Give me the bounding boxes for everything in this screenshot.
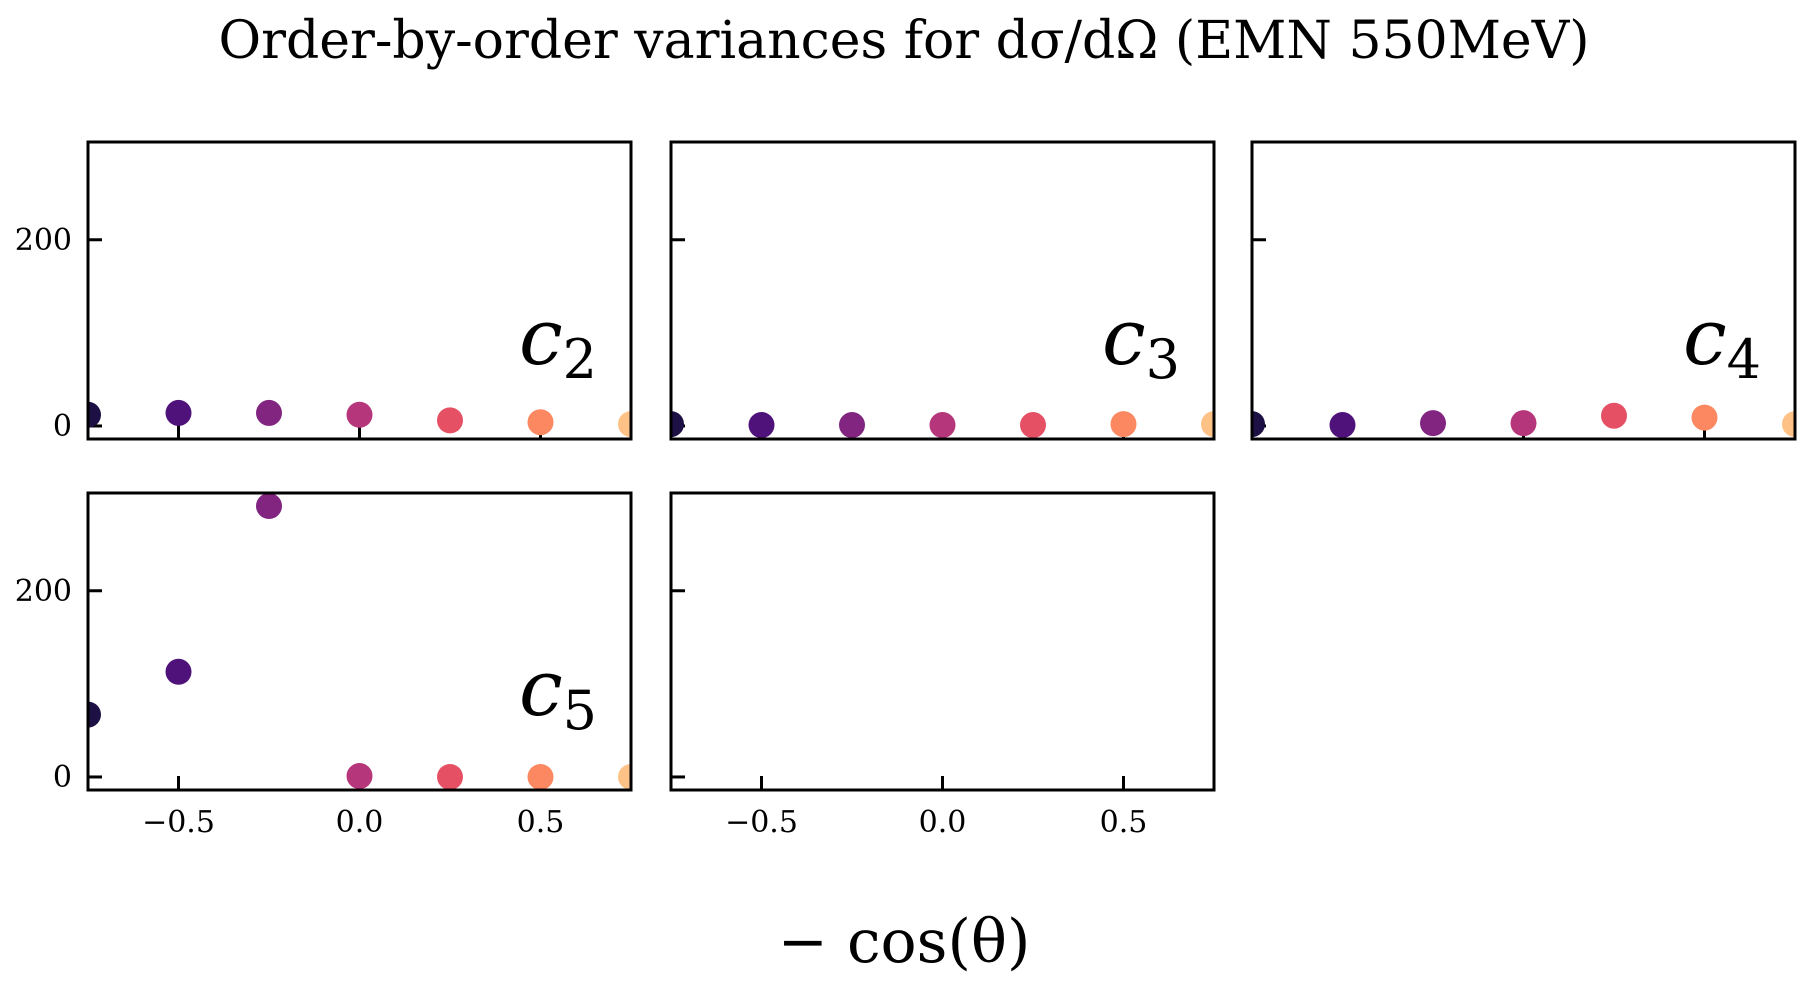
data-point [346, 763, 373, 790]
data-point [1782, 411, 1795, 438]
data-point [929, 412, 956, 439]
panel-5: −0.5 0.0 0.5 [669, 491, 1216, 840]
x-tick-label: 0.0 [919, 805, 967, 840]
data-point [748, 412, 775, 439]
y-tick-label: 200 [15, 223, 72, 258]
panel-1: 0 200 c2 [15, 140, 633, 444]
x-axis-label: − cos(θ) [778, 907, 1031, 977]
data-point [1510, 410, 1537, 437]
panel-label-base: c [519, 644, 563, 734]
points-group [88, 493, 631, 790]
data-point [618, 411, 631, 438]
data-point [88, 401, 101, 428]
panel-label-subscript: 4 [1727, 328, 1761, 391]
data-point [1329, 412, 1356, 439]
data-point [618, 763, 631, 790]
panel-4: −0.5 0.0 0.5 0 200 c5 [15, 491, 633, 840]
data-point [1110, 411, 1137, 438]
panel-label-subscript: 2 [563, 328, 597, 391]
axes-frame [669, 491, 1216, 792]
chart-title: Order-by-order variances for dσ/dΩ (EMN … [218, 11, 1589, 71]
panel-label-subscript: 5 [563, 679, 597, 742]
panel-label-base: c [1683, 293, 1727, 383]
data-point [165, 399, 192, 426]
x-tick-label: −0.5 [725, 805, 798, 840]
y-tick-label: 0 [53, 760, 72, 795]
panel-label: c3 [1102, 293, 1180, 391]
data-point [437, 407, 463, 434]
data-point [256, 399, 282, 426]
x-tick-label: 0.5 [517, 805, 565, 840]
data-point [1691, 404, 1718, 431]
data-point [839, 412, 865, 439]
data-point [1201, 411, 1214, 438]
axes-frame [86, 491, 633, 792]
panel-3: c4 [1250, 140, 1797, 441]
panel-label-base: c [519, 293, 563, 383]
data-point [1020, 412, 1046, 439]
data-point [1601, 402, 1627, 429]
points-group [1252, 402, 1795, 439]
points-group [671, 411, 1214, 439]
x-tick-label: −0.5 [142, 805, 215, 840]
panel-2: c3 [669, 140, 1216, 441]
data-point [437, 763, 463, 790]
axes-frame [1250, 140, 1797, 441]
data-point [527, 409, 554, 436]
data-point [88, 701, 101, 728]
data-point [256, 493, 282, 520]
panel-label: c4 [1683, 293, 1761, 391]
x-tick-label: 0.0 [336, 805, 384, 840]
panel-label: c2 [519, 293, 597, 391]
panel-label-subscript: 3 [1146, 328, 1180, 391]
data-point [165, 658, 192, 685]
axes-frame [86, 140, 633, 441]
data-point [671, 411, 684, 438]
data-point [1420, 410, 1446, 437]
y-tick-label: 0 [53, 409, 72, 444]
points-group [88, 399, 631, 438]
data-point [527, 763, 554, 790]
y-tick-label: 200 [15, 574, 72, 609]
panel-label: c5 [519, 644, 597, 742]
data-point [1252, 411, 1265, 438]
panel-label-base: c [1102, 293, 1146, 383]
data-point [346, 401, 373, 428]
axes-frame [669, 140, 1216, 441]
x-tick-label: 0.5 [1100, 805, 1148, 840]
